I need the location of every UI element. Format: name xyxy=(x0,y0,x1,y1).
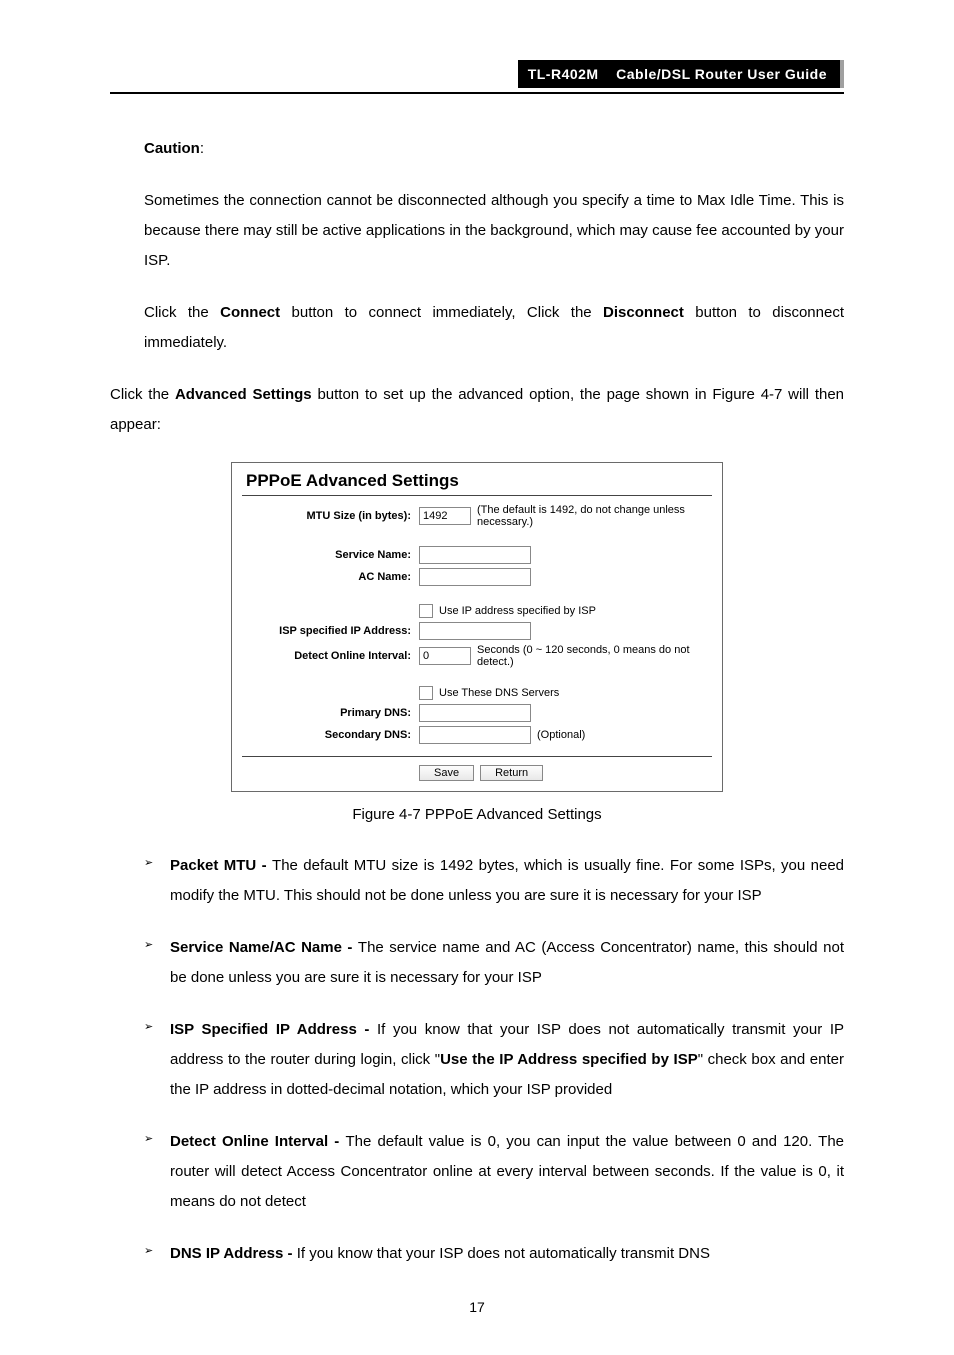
connect-pre: Click the xyxy=(144,304,220,321)
optional-text: (Optional) xyxy=(537,729,585,741)
ac-label: AC Name: xyxy=(246,571,419,583)
bullet-text: If you know that your ISP does not autom… xyxy=(297,1245,710,1262)
row-buttons: Save Return xyxy=(232,763,722,791)
bullet-item-1: ➢ Service Name/AC Name - The service nam… xyxy=(144,933,844,993)
page: TL-R402M Cable/DSL Router User Guide Cau… xyxy=(0,0,954,1355)
caution-label-line: Caution: xyxy=(144,134,844,164)
figure-caption: Figure 4-7 PPPoE Advanced Settings xyxy=(110,806,844,823)
mtu-hint: (The default is 1492, do not change unle… xyxy=(477,504,708,528)
header-gray-edge xyxy=(840,60,844,88)
figure-hr xyxy=(242,495,712,496)
bullet-item-2: ➢ ISP Specified IP Address - If you know… xyxy=(144,1015,844,1105)
bullet-text: The default MTU size is 1492 bytes, whic… xyxy=(170,857,844,904)
bullet-marker: ➢ xyxy=(144,933,170,993)
bullet-bold: DNS IP Address - xyxy=(170,1245,297,1262)
header-model: TL-R402M xyxy=(528,66,599,82)
bullet-marker: ➢ xyxy=(144,1015,170,1105)
use-ip-label: Use IP address specified by ISP xyxy=(439,605,596,617)
bullet-marker: ➢ xyxy=(144,1239,170,1269)
row-useip: Use IP address specified by ISP xyxy=(232,602,722,620)
header-black-box: TL-R402M Cable/DSL Router User Guide xyxy=(518,60,840,88)
header-bar: TL-R402M Cable/DSL Router User Guide xyxy=(110,60,844,88)
row-detect: Detect Online Interval: Seconds (0 ~ 120… xyxy=(232,642,722,670)
row-service: Service Name: xyxy=(232,544,722,566)
bullet-item-3: ➢ Detect Online Interval - The default v… xyxy=(144,1127,844,1217)
detect-label: Detect Online Interval: xyxy=(246,650,419,662)
caution-colon: : xyxy=(200,140,204,157)
bullet-text-inner-bold: Use the IP Address specified by ISP xyxy=(440,1051,698,1068)
figure-title: PPPoE Advanced Settings xyxy=(232,463,722,495)
mtu-input[interactable] xyxy=(419,507,471,525)
row-ac: AC Name: xyxy=(232,566,722,588)
use-ip-checkbox[interactable] xyxy=(419,604,433,618)
row-secondary-dns: Secondary DNS: (Optional) xyxy=(232,724,722,746)
header-guide: Cable/DSL Router User Guide xyxy=(616,66,827,82)
mtu-label: MTU Size (in bytes): xyxy=(246,510,419,522)
bullet-bold: Packet MTU - xyxy=(170,857,272,874)
header-rule-wrap xyxy=(110,92,844,94)
bullet-bold: Detect Online Interval - xyxy=(170,1133,345,1150)
ac-input[interactable] xyxy=(419,568,531,586)
row-primary-dns: Primary DNS: xyxy=(232,702,722,724)
bullet-item-0: ➢ Packet MTU - The default MTU size is 1… xyxy=(144,851,844,911)
service-label: Service Name: xyxy=(246,549,419,561)
bullet-item-4: ➢ DNS IP Address - If you know that your… xyxy=(144,1239,844,1269)
figure-wrap: PPPoE Advanced Settings MTU Size (in byt… xyxy=(110,462,844,823)
primary-dns-label: Primary DNS: xyxy=(246,707,419,719)
adv-bold: Advanced Settings xyxy=(175,386,312,403)
isp-ip-label: ISP specified IP Address: xyxy=(246,625,419,637)
page-number: 17 xyxy=(110,1299,844,1315)
bullet-marker: ➢ xyxy=(144,1127,170,1217)
detect-input[interactable] xyxy=(419,647,471,665)
connect-paragraph: Click the Connect button to connect imme… xyxy=(144,298,844,358)
use-dns-label: Use These DNS Servers xyxy=(439,687,559,699)
primary-dns-input[interactable] xyxy=(419,704,531,722)
detect-hint: Seconds (0 ~ 120 seconds, 0 means do not… xyxy=(477,644,708,668)
figure-box: PPPoE Advanced Settings MTU Size (in byt… xyxy=(231,462,723,792)
row-isp-ip: ISP specified IP Address: xyxy=(232,620,722,642)
use-dns-checkbox[interactable] xyxy=(419,686,433,700)
bullet-bold: Service Name/AC Name - xyxy=(170,939,358,956)
connect-mid: button to connect immediately, Click the xyxy=(280,304,603,321)
advanced-paragraph: Click the Advanced Settings button to se… xyxy=(110,380,844,440)
caution-paragraph: Sometimes the connection cannot be disco… xyxy=(144,186,844,276)
adv-pre: Click the xyxy=(110,386,175,403)
isp-ip-input[interactable] xyxy=(419,622,531,640)
connect-bold-2: Disconnect xyxy=(603,304,684,321)
return-button[interactable]: Return xyxy=(480,765,543,781)
connect-bold-1: Connect xyxy=(220,304,280,321)
caution-bold: Caution xyxy=(144,140,200,157)
header-rule xyxy=(110,92,844,94)
bullet-marker: ➢ xyxy=(144,851,170,911)
row-mtu: MTU Size (in bytes): (The default is 149… xyxy=(232,502,722,530)
save-button[interactable]: Save xyxy=(419,765,474,781)
row-usedns: Use These DNS Servers xyxy=(232,684,722,702)
service-input[interactable] xyxy=(419,546,531,564)
secondary-dns-input[interactable] xyxy=(419,726,531,744)
secondary-dns-label: Secondary DNS: xyxy=(246,729,419,741)
figure-hr-2 xyxy=(242,756,712,757)
bullet-bold: ISP Specified IP Address - xyxy=(170,1021,377,1038)
